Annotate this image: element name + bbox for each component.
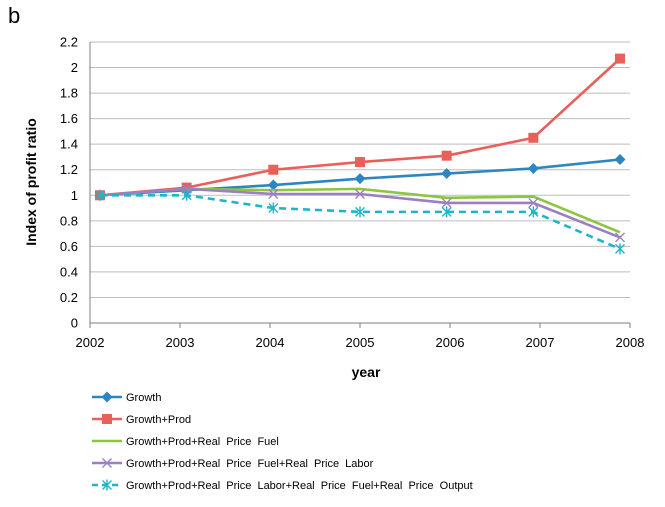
series-line — [100, 193, 621, 251]
legend: Growth Growth+Prod Growth+Prod+Real Price … — [92, 391, 473, 492]
data-point — [528, 197, 539, 208]
y-tick-label: 0.6 — [60, 239, 78, 254]
data-point — [441, 206, 452, 218]
legend-item: Growth+Prod — [92, 414, 191, 426]
y-tick-label: 0.8 — [60, 213, 78, 228]
legend-label: Growth+Prod+Real Price Labor+Real Price … — [126, 480, 473, 492]
data-point — [354, 173, 366, 185]
y-tick-label: 0 — [71, 316, 78, 331]
x-tick-label: 2008 — [616, 335, 645, 350]
y-tick-label: 0.2 — [60, 290, 78, 305]
data-point — [615, 53, 625, 64]
data-point — [355, 189, 365, 199]
data-point — [441, 150, 452, 161]
series-lines — [94, 53, 626, 255]
data-point — [267, 179, 279, 191]
legend-label: Growth+Prod+Real Price Fuel+Real Price L… — [126, 458, 374, 470]
y-tick-labels: 0 0.2 0.4 0.6 0.8 1 1.2 1.4 1.6 1.8 2 2.2 — [60, 35, 78, 331]
data-point — [355, 157, 365, 168]
data-point — [355, 206, 365, 218]
data-point — [102, 458, 112, 468]
y-tick-label: 1.4 — [60, 137, 78, 152]
data-point — [268, 164, 279, 175]
data-point — [181, 189, 192, 201]
x-tick-label: 2005 — [346, 335, 375, 350]
x-tick-label: 2006 — [436, 335, 465, 350]
data-point — [101, 391, 113, 403]
legend-item: Growth+Prod+Real Price Fuel+Real Price L… — [92, 458, 374, 470]
y-tick-label: 1 — [71, 188, 78, 203]
data-point — [441, 197, 452, 208]
data-point — [102, 414, 112, 424]
y-tick-label: 1.2 — [60, 162, 78, 177]
x-axis-label: year — [352, 364, 381, 380]
data-point — [615, 243, 625, 255]
y-tick-label: 1.8 — [60, 86, 78, 101]
series-5 — [95, 189, 625, 255]
data-point — [528, 132, 539, 143]
y-tick-label: 0.4 — [60, 264, 78, 279]
panel-label: b — [8, 3, 21, 28]
x-tick-label: 2002 — [76, 335, 105, 350]
axes — [89, 42, 631, 328]
x-tick-label: 2003 — [166, 335, 195, 350]
legend-label: Growth+Prod+Real Price Fuel — [126, 436, 279, 448]
legend-item: Growth — [92, 391, 161, 404]
legend-label: Growth — [126, 392, 161, 404]
legend-label: Growth+Prod — [126, 414, 191, 426]
data-point — [615, 232, 625, 243]
y-tick-label: 2 — [71, 60, 78, 75]
y-tick-label: 1.6 — [60, 111, 78, 126]
data-point — [268, 189, 279, 199]
legend-item: Growth+Prod+Real Price Labor+Real Price … — [92, 479, 473, 492]
data-point — [441, 168, 453, 180]
data-point — [95, 189, 105, 201]
data-point — [102, 479, 112, 491]
legend-item: Growth+Prod+Real Price Fuel — [92, 436, 279, 448]
data-point — [528, 206, 539, 218]
y-axis-label: Index of profit ratio — [23, 118, 39, 246]
x-tick-label: 2004 — [256, 335, 285, 350]
data-point — [527, 162, 539, 174]
data-point — [268, 202, 279, 214]
data-point — [614, 154, 626, 166]
gridlines — [90, 41, 630, 298]
x-tick-label: 2007 — [526, 335, 555, 350]
y-tick-label: 2.2 — [60, 35, 78, 50]
x-tick-labels: 2002 2003 2004 2005 2006 2007 2008 — [76, 335, 645, 350]
